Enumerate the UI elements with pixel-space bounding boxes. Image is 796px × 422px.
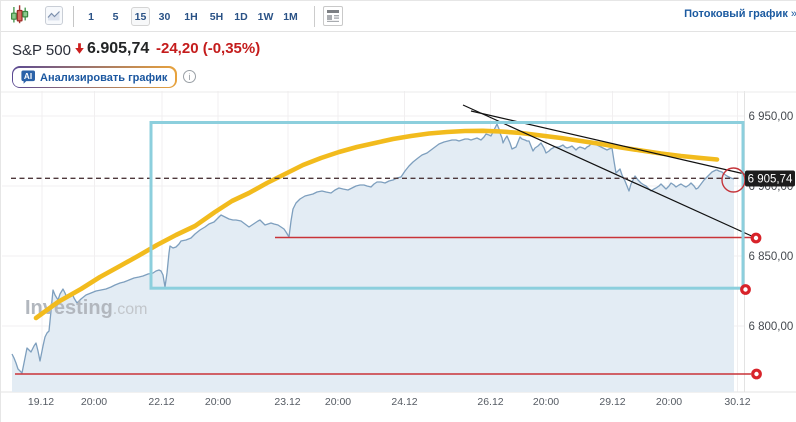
- svg-text:6 800,00: 6 800,00: [749, 321, 794, 333]
- svg-text:AI: AI: [24, 72, 32, 81]
- svg-text:Investing.com: Investing.com: [25, 297, 147, 319]
- svg-text:24.12: 24.12: [391, 396, 417, 408]
- svg-text:19.12: 19.12: [28, 396, 54, 408]
- svg-text:6 905,74: 6 905,74: [748, 174, 793, 186]
- svg-text:22.12: 22.12: [148, 396, 174, 408]
- svg-text:20:00: 20:00: [656, 396, 682, 408]
- svg-text:29.12: 29.12: [599, 396, 625, 408]
- svg-text:20:00: 20:00: [205, 396, 231, 408]
- svg-text:20:00: 20:00: [325, 396, 351, 408]
- svg-text:20:00: 20:00: [533, 396, 559, 408]
- svg-text:30.12: 30.12: [724, 396, 750, 408]
- svg-text:20:00: 20:00: [81, 396, 107, 408]
- svg-text:23.12: 23.12: [274, 396, 300, 408]
- svg-text:6 950,00: 6 950,00: [749, 111, 794, 123]
- svg-text:26.12: 26.12: [477, 396, 503, 408]
- svg-text:6 850,00: 6 850,00: [749, 251, 794, 263]
